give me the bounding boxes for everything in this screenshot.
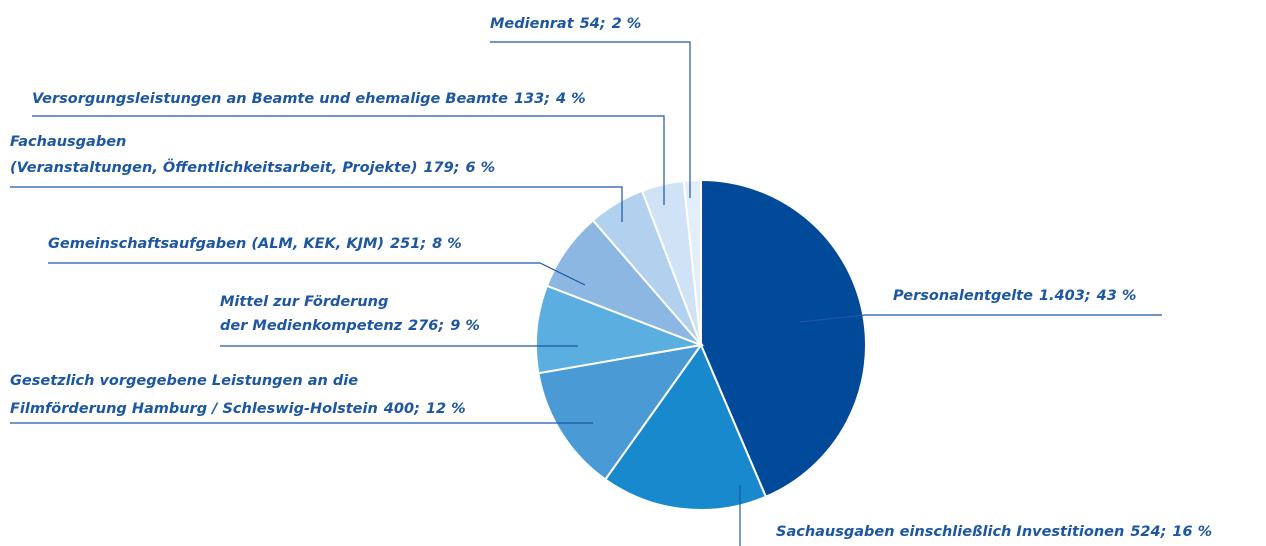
separator: ; xyxy=(453,160,460,176)
value-label: 54 xyxy=(580,16,600,32)
slice-label: Personalentgelte 1.403; 43 % xyxy=(893,288,1136,304)
leader-line xyxy=(32,115,665,205)
value-label: 251 xyxy=(390,236,420,252)
value-label: 400 xyxy=(383,401,414,417)
slice-label: Medienrat 54; 2 % xyxy=(490,16,641,32)
separator: ; xyxy=(599,16,606,32)
slice-label: Versorgungsleistungen an Beamte und ehem… xyxy=(32,91,586,107)
value-label: 524 xyxy=(1130,524,1160,540)
slice-label: Gesetzlich vorgegebene Leistungen an die xyxy=(10,373,358,389)
separator: ; xyxy=(543,91,550,107)
separator: ; xyxy=(1160,524,1167,540)
leader-line xyxy=(48,262,586,286)
category-name: Gemeinschaftsaufgaben (ALM, KEK, KJM) xyxy=(48,236,384,252)
percent-label: 16 % xyxy=(1172,524,1212,540)
separator: ; xyxy=(1084,288,1091,304)
slice-label: Fachausgaben xyxy=(10,134,126,150)
percent-label: 8 % xyxy=(432,236,462,252)
percent-label: 43 % xyxy=(1096,288,1137,304)
slice-label: Sachausgaben einschließlich Investitione… xyxy=(776,524,1212,540)
percent-label: 2 % xyxy=(612,16,642,32)
slice-label: der Medienkompetenz 276; 9 % xyxy=(220,318,480,334)
value-label: 133 xyxy=(514,91,544,107)
separator: ; xyxy=(419,236,426,252)
pie-slice xyxy=(535,284,705,375)
percent-label: 4 % xyxy=(555,91,586,107)
category-name: Filmförderung Hamburg / Schleswig-Holste… xyxy=(10,401,378,417)
leader-line xyxy=(490,41,691,198)
category-name: Versorgungsleistungen an Beamte und ehem… xyxy=(32,91,508,107)
percent-label: 9 % xyxy=(450,318,480,334)
slice-label: Filmförderung Hamburg / Schleswig-Holste… xyxy=(10,401,466,417)
slice-label: Mittel zur Förderung xyxy=(220,294,388,310)
leader-line xyxy=(799,314,1162,323)
category-name: Sachausgaben einschließlich Investitione… xyxy=(776,524,1124,540)
category-name: Fachausgaben xyxy=(10,134,126,150)
pie-slice xyxy=(700,178,867,499)
pie-slice xyxy=(682,178,702,346)
category-name: Mittel zur Förderung xyxy=(220,294,388,310)
category-name: (Veranstaltungen, Öffentlichkeitsarbeit,… xyxy=(10,158,417,176)
separator: ; xyxy=(437,318,444,334)
pie-slice xyxy=(603,342,768,511)
category-name: Gesetzlich vorgegebene Leistungen an die xyxy=(10,373,358,389)
pie-slice xyxy=(537,343,704,481)
category-name: Medienrat xyxy=(490,16,575,32)
leader-line xyxy=(10,186,623,222)
category-name: der Medienkompetenz xyxy=(220,318,403,334)
value-label: 1.403 xyxy=(1039,288,1085,304)
percent-label: 12 % xyxy=(426,401,466,417)
value-label: 179 xyxy=(423,160,453,176)
slice-label: (Veranstaltungen, Öffentlichkeitsarbeit,… xyxy=(10,158,495,176)
percent-label: 6 % xyxy=(466,160,496,176)
category-name: Personalentgelte xyxy=(893,288,1033,304)
value-label: 276 xyxy=(408,318,438,334)
separator: ; xyxy=(413,401,420,417)
slice-label: Gemeinschaftsaufgaben (ALM, KEK, KJM) 251… xyxy=(48,236,462,252)
